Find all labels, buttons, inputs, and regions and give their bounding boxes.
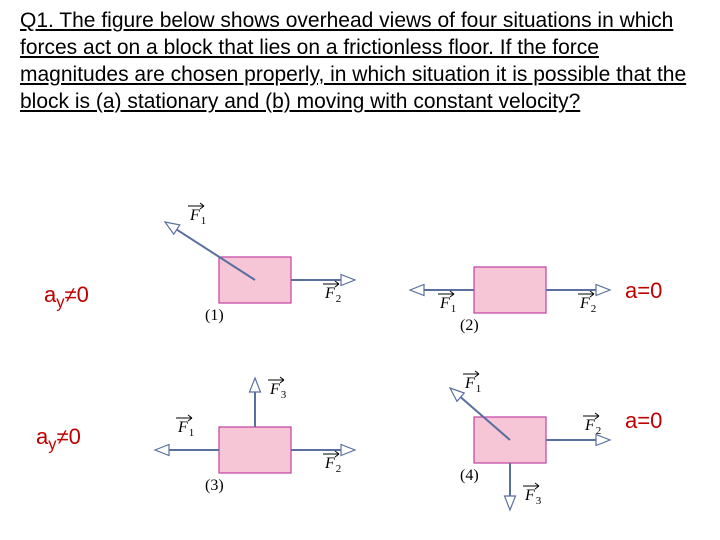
annot-sub: y [48, 435, 56, 453]
arrowhead-icon [341, 275, 355, 286]
situation-number: (1) [205, 307, 224, 324]
force-label: F2 [324, 285, 341, 305]
annot-prefix: a [44, 282, 56, 307]
arrowhead-icon [155, 445, 169, 456]
situation-number: (3) [205, 477, 224, 494]
diagram-4: F1 F2 F3 (4) [385, 370, 635, 520]
page: Q1. The figure below shows overhead view… [0, 0, 720, 540]
force-label: F2 [584, 417, 601, 437]
diagram-svg: F1 F3 F2 (3) [130, 370, 380, 520]
block-rect [474, 267, 546, 313]
force-label: F1 [177, 419, 194, 439]
diagram-1: F1 F2 (1) [130, 200, 380, 340]
force-label: F1 [439, 295, 456, 315]
situation-number: (2) [460, 317, 479, 334]
force-vector [173, 227, 255, 280]
annotation-d3: ay≠0 [36, 424, 81, 454]
force-label: F3 [269, 381, 287, 401]
arrowhead-icon [505, 496, 516, 510]
diagram-svg: F1 F2 (1) [130, 200, 380, 340]
diagram-3: F1 F3 F2 (3) [130, 370, 380, 520]
arrowhead-icon [341, 445, 355, 456]
arrowhead-icon [250, 378, 261, 392]
force-label: F2 [324, 455, 341, 475]
force-label: F1 [189, 207, 206, 227]
arrowhead-icon [596, 285, 610, 296]
arrowhead-icon [165, 222, 180, 234]
force-label: F2 [579, 295, 596, 315]
diagram-2: F1 F2 (2) [385, 240, 635, 340]
block-rect [219, 427, 291, 473]
force-label: F1 [464, 375, 481, 395]
diagram-svg: F1 F2 (2) [385, 240, 635, 340]
annot-rest: ≠0 [57, 424, 81, 449]
annot-rest: ≠0 [65, 282, 89, 307]
arrowhead-icon [410, 285, 424, 296]
situation-number: (4) [460, 467, 479, 484]
diagram-svg: F1 F2 F3 (4) [385, 370, 635, 520]
annotation-d1: ay≠0 [44, 282, 89, 312]
annot-sub: y [56, 293, 64, 311]
force-label: F3 [524, 487, 542, 507]
question-text: Q1. The figure below shows overhead view… [20, 8, 700, 116]
annot-prefix: a [36, 424, 48, 449]
